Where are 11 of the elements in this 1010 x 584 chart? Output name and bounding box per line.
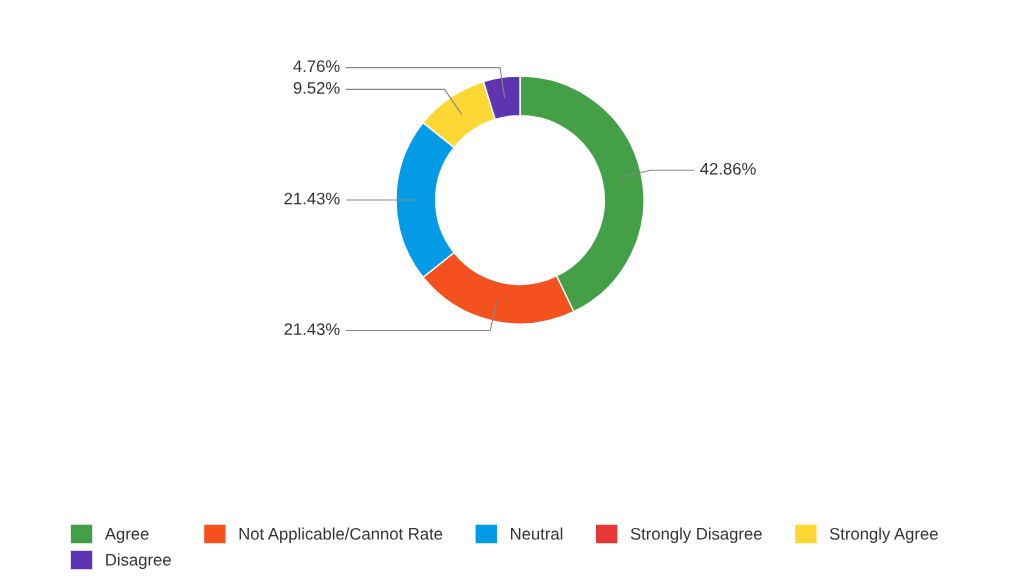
legend-label: Not Applicable/Cannot Rate xyxy=(239,527,443,544)
legend-label: Strongly Disagree xyxy=(630,527,762,544)
legend-label: Neutral xyxy=(511,527,563,540)
data-label: 21.43% xyxy=(284,323,340,336)
data-label: 21.43% xyxy=(284,192,340,205)
data-label: 42.86% xyxy=(700,162,756,175)
data-label: 9.52% xyxy=(293,82,340,94)
legend-label: Strongly Agree xyxy=(829,527,938,544)
legend-label: Disagree xyxy=(106,553,171,569)
data-label: 4.76% xyxy=(293,60,340,73)
legend-label: Agree xyxy=(104,528,149,544)
